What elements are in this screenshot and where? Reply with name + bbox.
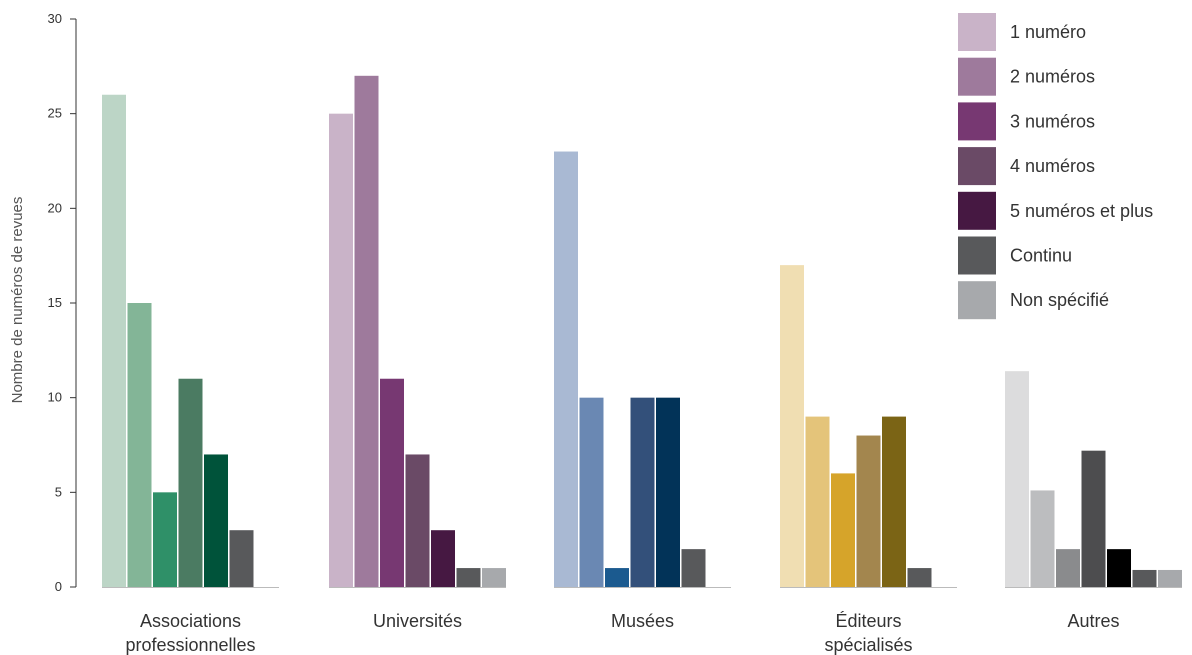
bar — [431, 530, 455, 587]
legend-swatch — [958, 102, 996, 141]
bar — [1005, 371, 1029, 587]
y-tick-label: 25 — [48, 106, 62, 121]
legend-swatch — [958, 13, 996, 51]
bar — [405, 454, 430, 587]
legend-label: 3 numéros — [1010, 111, 1095, 131]
bar — [882, 416, 906, 587]
category-labels: Associations professionnelles Universités M… — [125, 611, 1119, 655]
bar — [329, 113, 353, 588]
bar — [153, 492, 177, 587]
y-tick-label: 0 — [55, 579, 62, 594]
bar — [178, 378, 203, 587]
bar — [1158, 569, 1182, 587]
bar — [579, 397, 604, 587]
bars — [102, 75, 1182, 588]
bar — [681, 549, 706, 587]
legend-swatch — [958, 191, 996, 230]
y-axis: 0 5 10 15 20 25 30 — [48, 11, 77, 594]
legend-label: Non spécifié — [1010, 290, 1109, 310]
category-label: professionnelles — [125, 635, 255, 655]
legend-swatch — [958, 281, 996, 320]
bar — [204, 454, 228, 587]
y-tick-label: 5 — [55, 484, 62, 499]
legend-label: 4 numéros — [1010, 156, 1095, 176]
bar — [229, 530, 254, 587]
legend-swatch — [958, 147, 996, 186]
bar — [1081, 450, 1106, 587]
legend-label: 1 numéro — [1010, 22, 1086, 42]
bar — [1132, 569, 1157, 587]
category-label: spécialisés — [824, 635, 912, 655]
bar — [1056, 549, 1080, 587]
bar — [630, 397, 655, 587]
category-label: Associations — [140, 611, 241, 631]
legend-label: Continu — [1010, 246, 1072, 266]
bar — [831, 473, 855, 587]
bar — [1107, 549, 1131, 587]
bar — [102, 94, 126, 587]
bar — [856, 435, 881, 587]
category-label: Universités — [373, 611, 462, 631]
bar — [127, 303, 152, 587]
bar — [456, 568, 481, 587]
legend: 1 numéro 2 numéros 3 numéros 4 numéros 5 num… — [958, 13, 1153, 320]
category-label: Musées — [611, 611, 674, 631]
legend-swatch — [958, 236, 996, 275]
bar — [907, 568, 932, 587]
bar — [482, 568, 506, 587]
bar — [780, 265, 804, 587]
bar — [605, 568, 629, 587]
legend-label: 5 numéros et plus — [1010, 201, 1153, 221]
bar — [554, 151, 578, 588]
legend-label: 2 numéros — [1010, 67, 1095, 87]
y-tick-label: 15 — [48, 295, 62, 310]
category-label: Éditeurs — [835, 611, 901, 631]
bar — [805, 416, 830, 587]
category-label: Autres — [1067, 611, 1119, 631]
legend-swatch — [958, 57, 996, 96]
y-tick-label: 10 — [48, 390, 62, 405]
y-tick-label: 30 — [48, 11, 62, 26]
bar — [354, 75, 379, 588]
bar — [1030, 490, 1055, 587]
y-tick-label: 20 — [48, 200, 62, 215]
bar — [380, 378, 404, 587]
y-axis-title: Nombre de numéros de revues — [9, 197, 26, 404]
bar — [656, 397, 680, 587]
